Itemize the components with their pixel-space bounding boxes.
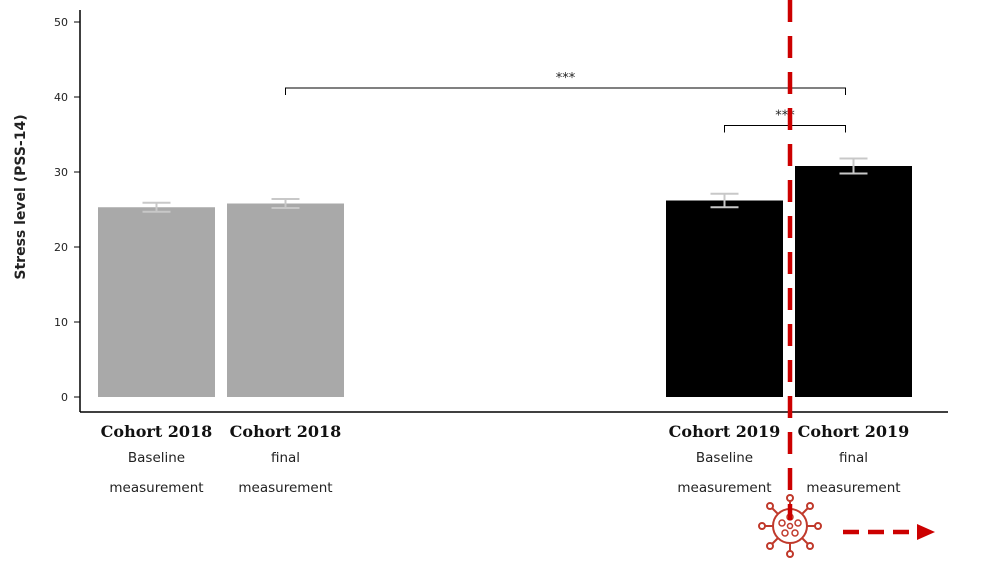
- category-labels: Cohort 2018 Baseline measurement Cohort 201…: [101, 422, 910, 496]
- y-tick-label: 50: [54, 16, 68, 29]
- y-tick-label: 40: [54, 91, 68, 104]
- y-tick-label: 30: [54, 166, 68, 179]
- error-bar: [839, 157, 868, 175]
- category-subtitle-2: measurement: [806, 480, 900, 496]
- y-axis-ticks: 0 10 20 30 40 50: [54, 16, 80, 404]
- category-title: Cohort 2018: [230, 422, 342, 441]
- y-axis-label: Stress level (PSS-14): [13, 114, 29, 279]
- bar: [227, 203, 344, 397]
- category-subtitle: final: [271, 450, 300, 466]
- bar: [98, 207, 215, 397]
- category-subtitle-2: measurement: [677, 480, 771, 496]
- significance-label: ***: [556, 71, 576, 86]
- significance-brackets: ******: [285, 71, 846, 133]
- significance-bracket: [724, 125, 846, 133]
- y-tick-label: 10: [54, 316, 68, 329]
- error-bar: [271, 198, 300, 209]
- category-subtitle: Baseline: [128, 450, 185, 466]
- bars-group: [98, 166, 912, 397]
- significance-bracket: [285, 87, 846, 95]
- error-bars-group: [142, 157, 868, 213]
- category-subtitle-2: measurement: [109, 480, 203, 496]
- category-title: Cohort 2019: [798, 422, 910, 441]
- y-tick-label: 0: [61, 391, 68, 404]
- arrow-head-icon: [917, 524, 935, 540]
- category-title: Cohort 2018: [101, 422, 213, 441]
- category-subtitle-2: measurement: [238, 480, 332, 496]
- category-subtitle: final: [839, 450, 868, 466]
- category-subtitle: Baseline: [696, 450, 753, 466]
- y-tick-label: 20: [54, 241, 68, 254]
- error-bar: [142, 201, 171, 213]
- category-title: Cohort 2019: [669, 422, 781, 441]
- error-bar: [710, 192, 739, 209]
- bar: [666, 200, 783, 397]
- bar: [795, 166, 912, 397]
